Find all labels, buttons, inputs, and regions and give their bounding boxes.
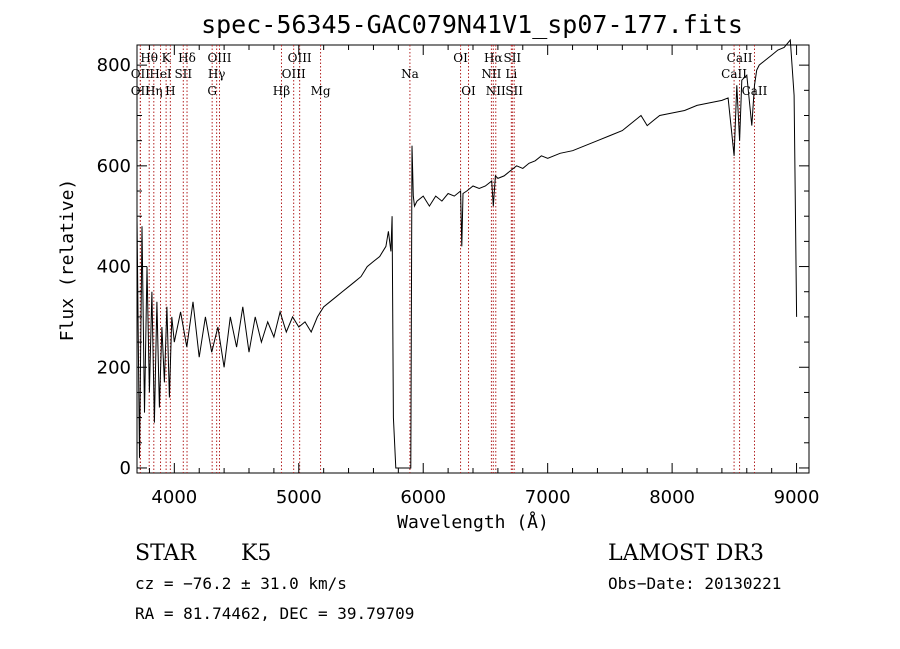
x-axis-label: Wavelength (Å): [397, 511, 549, 533]
survey-name: LAMOST DR3: [608, 541, 764, 566]
reference-line-label: OI: [453, 51, 468, 65]
object-subclass: K5: [241, 541, 271, 566]
reference-line-label: OIII: [282, 67, 306, 81]
spectrum-info: STAR K5 LAMOST DR3 cz = −76.2 ± 31.0 km/…: [135, 541, 781, 623]
reference-line-label: Hα: [484, 51, 503, 65]
reference-line-label: CaII: [727, 51, 753, 65]
reference-line-label: CaII: [721, 67, 747, 81]
y-tick-label: 800: [97, 55, 131, 76]
reference-line-label: Na: [401, 67, 419, 81]
reference-line-label: SII: [174, 67, 192, 81]
x-tick-label: 8000: [649, 487, 695, 508]
plot-frame: [136, 44, 810, 474]
reference-line-label: Li: [505, 67, 517, 81]
reference-line-label: OIII: [207, 51, 231, 65]
reference-line-label: Hθ: [140, 51, 158, 65]
reference-line-label: G: [207, 84, 217, 98]
y-tick-label: 600: [97, 156, 131, 177]
reference-line-label: Hδ: [178, 51, 196, 65]
y-tick-label: 0: [120, 458, 131, 479]
y-axis-ticks: 0 200 400 600 800: [97, 55, 809, 479]
reference-line-label: K: [162, 51, 172, 65]
reference-line-label: Hη: [145, 84, 163, 98]
object-class: STAR: [135, 541, 197, 566]
observation-date: Obs−Date: 20130221: [608, 574, 781, 593]
x-tick-label: 4000: [151, 487, 197, 508]
reference-line-label: OIII: [288, 51, 312, 65]
reference-line-label: OII: [131, 67, 151, 81]
reference-line-label: H: [165, 84, 175, 98]
reference-line-label: SII: [503, 51, 521, 65]
x-tick-label: 5000: [276, 487, 322, 508]
reference-line-label: OI: [461, 84, 476, 98]
coordinates: RA = 81.74462, DEC = 39.79709: [135, 604, 414, 623]
reference-line-label: NII: [481, 67, 501, 81]
reference-line-label: HeI: [149, 67, 172, 81]
y-axis-label: Flux (relative): [57, 179, 78, 342]
y-tick-label: 400: [97, 257, 131, 278]
reference-line-label: NII: [486, 84, 506, 98]
reference-line-label: Hβ: [273, 84, 290, 98]
x-axis-ticks: 4000 5000 6000 7000 8000 9000: [148, 45, 820, 508]
plot-area: OII OII Hθ Hη HeI K H SII Hδ OIII Hγ G Hβ OIII OIII Mg N…: [97, 38, 820, 508]
reference-line-label: SII: [505, 84, 523, 98]
redshift-velocity: cz = −76.2 ± 31.0 km/s: [135, 574, 347, 593]
reference-line-label: OII: [131, 84, 151, 98]
x-tick-label: 9000: [774, 487, 820, 508]
y-tick-label: 200: [97, 357, 131, 378]
reference-lines: [139, 45, 755, 473]
x-tick-label: 7000: [525, 487, 571, 508]
chart-title: spec-56345-GAC079N41V1_sp07-177.fits: [201, 10, 743, 39]
reference-line-labels: OII OII Hθ Hη HeI K H SII Hδ OIII Hγ G Hβ OIII OIII Mg N…: [131, 51, 768, 98]
reference-line-label: Mg: [311, 84, 331, 98]
x-tick-label: 6000: [400, 487, 446, 508]
spectrum-line: [136, 38, 798, 469]
reference-line-label: Hγ: [208, 67, 226, 81]
